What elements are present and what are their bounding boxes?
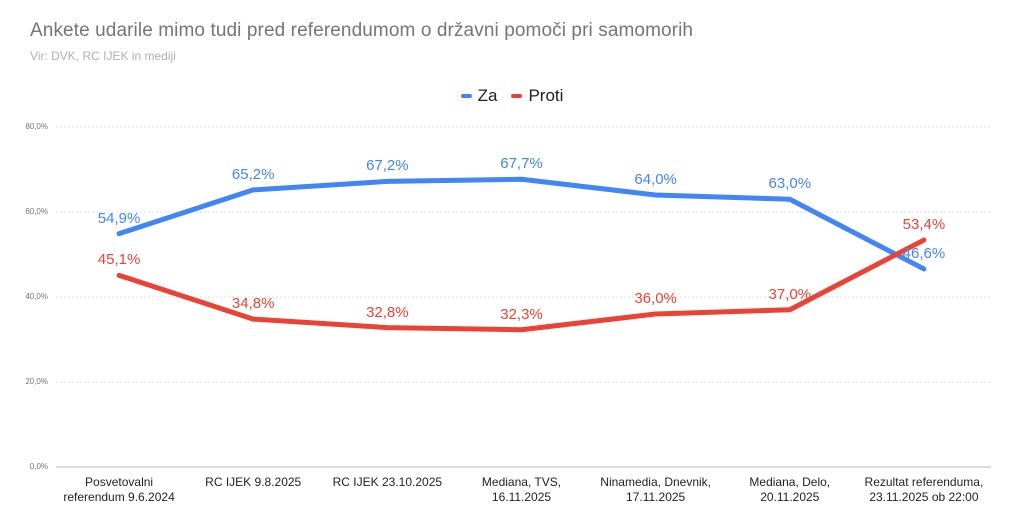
x-axis-label: Mediana, Delo, 20.11.2025 <box>749 475 831 504</box>
line-series-proti <box>116 237 927 333</box>
data-label-proti: 36,0% <box>634 290 677 307</box>
data-label-za: 46,6% <box>902 244 946 262</box>
legend-label-proti: Proti <box>528 86 564 105</box>
x-axis-label: RC IJEK 9.8.2025 <box>205 475 302 489</box>
data-label-proti: 53,4% <box>902 216 946 234</box>
chart-legend: Za Proti <box>0 86 1024 106</box>
legend-label-za: Za <box>477 86 498 105</box>
y-tick-label: 20,0% <box>25 377 48 386</box>
chart-subtitle: Vir: DVK, RC IJEK in mediji <box>30 49 176 63</box>
chart-title: Ankete udarile mimo tudi pred referendum… <box>30 20 694 41</box>
data-label-proti: 32,8% <box>366 303 409 321</box>
data-label-za: 67,2% <box>366 157 409 175</box>
x-axis-label: Rezultat referenduma, 23.11.2025 ob 22:00 <box>864 475 984 504</box>
y-tick-label: 80,0% <box>25 122 48 131</box>
data-label-za: 67,7% <box>500 155 543 173</box>
y-tick-label: 0,0% <box>29 462 48 471</box>
legend-item-proti[interactable]: Proti <box>511 86 563 106</box>
y-tick-label: 40,0% <box>25 292 48 301</box>
legend-dash-za-icon <box>460 94 472 98</box>
data-label-proti: 34,8% <box>231 295 275 313</box>
line-series-za <box>116 176 927 272</box>
data-label-za: 54,9% <box>97 209 141 227</box>
x-axis-label: RC IJEK 23.10.2025 <box>332 475 443 489</box>
x-axis-label: Posvetovalni referendum 9.6.2024 <box>63 475 175 504</box>
y-tick-label: 60,0% <box>25 207 48 216</box>
x-axis-label: Ninamedia, Dnevnik, 17.11.2025 <box>600 475 711 504</box>
data-label-za: 64,0% <box>634 171 677 188</box>
x-axis-label: Mediana, TVS, 16.11.2025 <box>481 475 562 504</box>
data-label-proti: 45,1% <box>97 251 141 269</box>
data-label-za: 63,0% <box>768 175 812 193</box>
data-label-za: 65,2% <box>231 165 275 183</box>
data-label-proti: 37,0% <box>768 285 812 303</box>
data-label-proti: 32,3% <box>500 305 543 323</box>
legend-dash-proti-icon <box>511 94 523 98</box>
legend-item-za[interactable]: Za <box>460 86 498 106</box>
